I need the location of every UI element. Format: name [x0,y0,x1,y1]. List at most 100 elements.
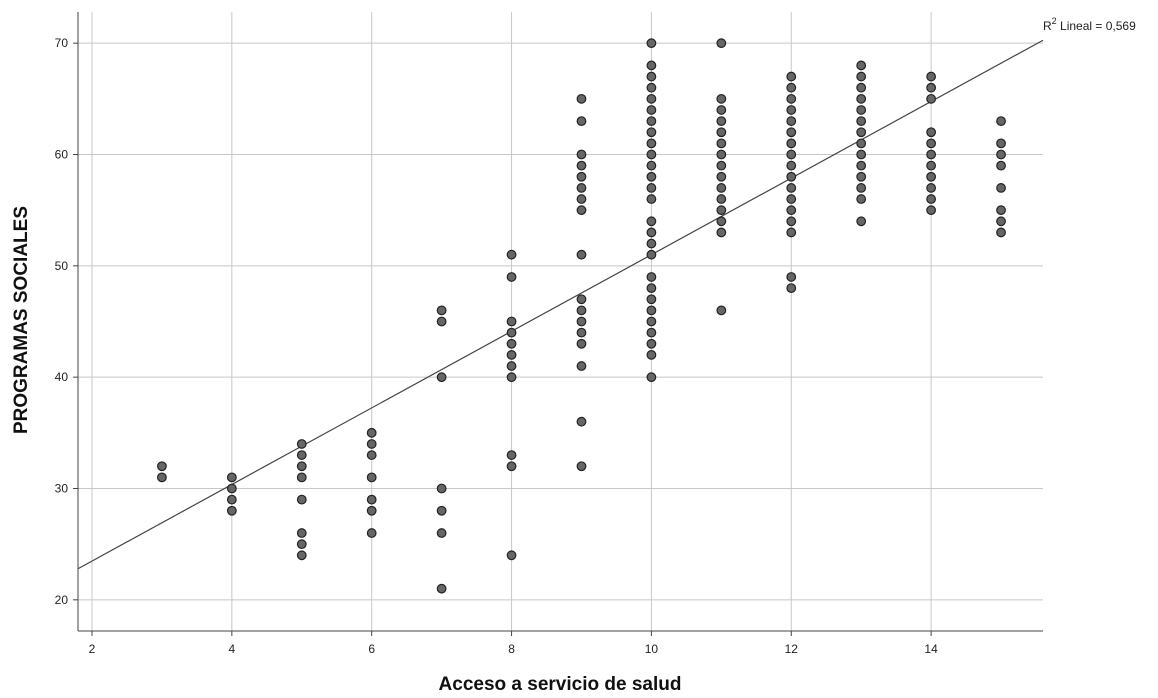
data-point [576,316,587,327]
data-point [646,238,657,249]
data-point [576,194,587,204]
data-point [646,160,657,171]
data-point [506,316,517,327]
data-point [856,216,867,227]
data-point [506,372,517,383]
data-point [716,171,727,182]
data-point [716,194,727,204]
data-point [436,528,447,538]
data-point [646,216,657,227]
data-point [716,227,727,238]
data-point [576,205,587,216]
data-point [646,249,657,260]
data-point [157,461,167,472]
regression-line [77,39,1044,570]
data-point [646,294,657,305]
y-tick-label: 70 [55,36,69,50]
data-point [296,539,307,550]
data-point [646,194,657,204]
data-point [996,160,1006,171]
data-point [856,105,867,115]
data-point [716,105,727,115]
data-point [366,505,377,516]
data-point [856,71,867,82]
data-point [646,305,657,316]
data-point [646,372,657,383]
data-point [716,305,727,316]
data-point [786,127,797,138]
data-point [716,160,727,171]
data-point [716,205,727,216]
data-point [786,283,797,294]
data-point [926,93,937,104]
data-point [506,249,517,260]
data-point [226,472,237,483]
r-squared-superscript: 2 [1052,16,1057,26]
y-axis-title: PROGRAMAS SOCIALES [11,206,32,434]
data-point [786,71,797,82]
data-point [296,472,307,483]
data-point [576,149,587,160]
data-point [646,60,657,71]
data-point [576,416,587,427]
data-point [436,316,447,327]
x-axis-title: Acceso a servicio de salud [439,674,682,695]
data-point [646,338,657,349]
data-point [856,127,867,138]
data-point [996,227,1006,238]
data-point [856,82,867,93]
data-point [926,138,937,149]
data-point [436,372,447,383]
data-point [856,171,867,182]
data-point [716,183,727,193]
data-point [576,294,587,305]
data-point [366,494,377,505]
data-point [576,93,587,104]
y-tick-label: 40 [55,370,69,384]
fit-line-layer [77,39,1044,570]
data-point [646,127,657,138]
data-point [576,183,587,193]
r-squared-value: Lineal = 0,569 [1057,19,1136,33]
data-point [366,472,377,483]
data-point [506,361,517,371]
data-point [786,272,797,282]
data-point [436,305,447,316]
data-point [646,227,657,238]
data-point [786,149,797,160]
data-point [716,216,727,227]
data-point [856,93,867,104]
data-point [646,272,657,282]
data-point [296,439,307,449]
data-point [576,171,587,182]
data-point [366,528,377,538]
data-point [856,138,867,149]
y-tick-label: 20 [55,593,69,607]
data-point [926,71,937,82]
data-point [996,138,1006,149]
data-point [576,116,587,127]
data-point [506,349,517,360]
x-tick-label: 6 [368,642,375,656]
data-point [576,338,587,349]
data-point [786,160,797,171]
data-point [786,171,797,182]
data-point [786,227,797,238]
data-point [646,316,657,327]
data-point [716,149,727,160]
data-point [576,461,587,472]
data-point [786,138,797,149]
data-point [506,550,517,561]
y-tick-label: 30 [55,481,69,495]
data-point [646,38,657,49]
r-squared-label: R2 Lineal = 0,569 [1043,16,1136,33]
data-point [436,583,447,594]
grid-lines [78,12,1043,631]
data-point [856,60,867,71]
data-point [716,116,727,127]
data-point [576,327,587,338]
data-point [506,450,517,460]
data-point [716,38,727,49]
